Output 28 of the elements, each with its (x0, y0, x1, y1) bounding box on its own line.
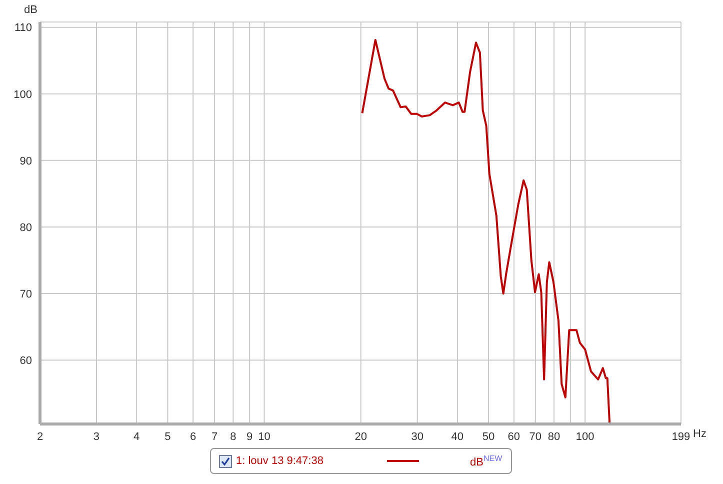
y-tick-label: 80 (20, 222, 32, 234)
x-tick-label: 7 (212, 430, 218, 443)
x-tick-label: 9 (246, 430, 253, 443)
x-tick-label: 100 (576, 430, 594, 443)
x-tick-label: 80 (548, 430, 560, 443)
x-tick-label: 50 (482, 430, 495, 443)
y-tick-label: 70 (20, 288, 32, 300)
x-tick-label: 199 (672, 430, 690, 443)
y-tick-label: 90 (20, 155, 32, 168)
x-tick-label: 3 (93, 430, 100, 443)
y-axis-title: dB (24, 4, 38, 16)
x-tick-label: 2 (36, 430, 44, 443)
x-tick-label: 5 (164, 430, 171, 443)
y-tick-label: 110 (14, 22, 32, 34)
x-tick-label: 70 (529, 430, 542, 443)
x-axis-title: Hz (693, 428, 706, 440)
x-tick-label: 8 (230, 430, 236, 443)
x-tick-label: 60 (508, 430, 520, 443)
x-tick-label: 4 (134, 430, 140, 443)
x-tick-label: 30 (411, 430, 424, 443)
x-tick-label: 6 (190, 430, 196, 443)
x-tick-label: 20 (354, 430, 367, 443)
text: dB$^{NEW}$ (470, 454, 502, 468)
x-tick-label: 40 (451, 430, 464, 443)
y-tick-label: 100 (14, 88, 32, 101)
text: 1: louv 13 9:47:38 (236, 455, 324, 467)
x-tick-label: 10 (258, 430, 270, 443)
y-tick-label: 60 (20, 355, 32, 368)
